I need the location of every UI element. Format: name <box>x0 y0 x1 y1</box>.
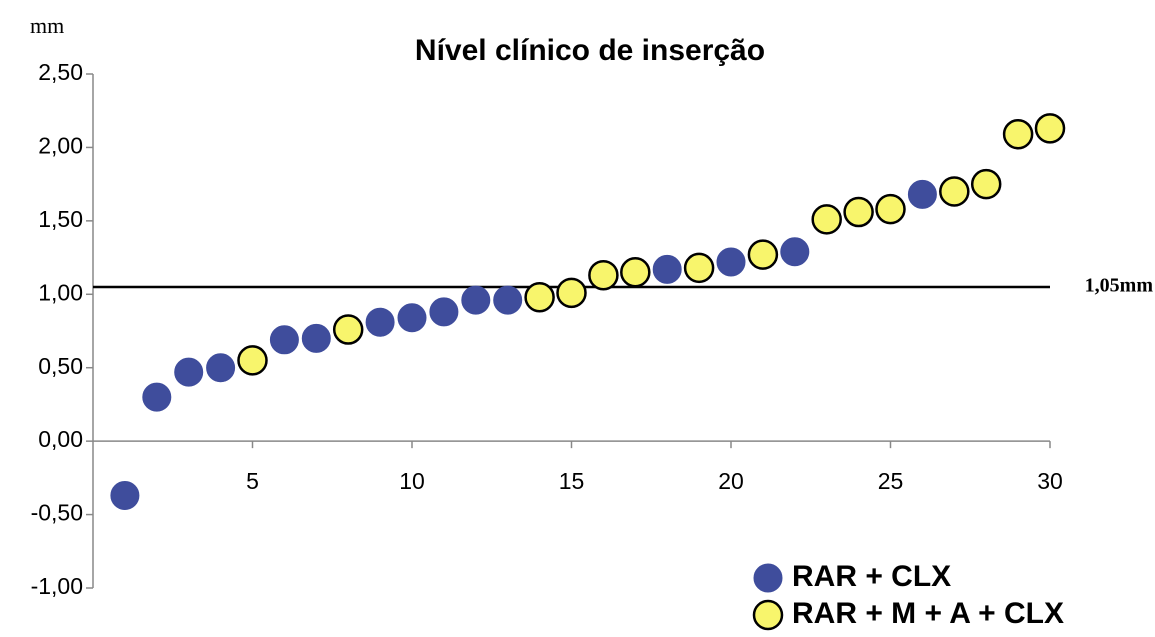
point <box>493 285 523 315</box>
legend-label: RAR + CLX <box>792 560 951 593</box>
point <box>716 247 746 277</box>
point <box>269 325 299 355</box>
point <box>237 345 268 376</box>
point <box>524 281 555 313</box>
point <box>747 239 779 270</box>
y-tick-label: 1,50 <box>38 206 83 232</box>
y-tick-label: 2,50 <box>38 59 83 85</box>
x-tick-label: 15 <box>559 468 585 494</box>
y-tick-label: 0,50 <box>38 353 83 379</box>
point <box>939 176 970 207</box>
x-tick-label: 25 <box>878 468 904 494</box>
y-tick-label: -0,50 <box>31 500 83 526</box>
point <box>1002 118 1034 150</box>
point <box>301 323 331 353</box>
x-tick-label: 30 <box>1037 468 1063 494</box>
point <box>142 382 172 412</box>
point <box>970 168 1002 200</box>
point <box>110 480 140 510</box>
point <box>556 277 587 309</box>
point <box>683 252 715 284</box>
point <box>206 353 236 383</box>
y-axis-label: mm <box>30 13 64 38</box>
point <box>1034 113 1066 144</box>
point <box>811 204 842 235</box>
legend-marker <box>752 599 784 631</box>
point <box>461 285 491 315</box>
y-tick-label: 0,00 <box>38 426 83 452</box>
x-tick-label: 5 <box>246 468 259 494</box>
point <box>875 193 906 225</box>
y-tick-label: 1,00 <box>38 279 83 305</box>
x-tick-label: 20 <box>718 468 744 494</box>
chart-title: Nível clínico de inserção <box>415 34 765 67</box>
y-tick-label: -1,00 <box>31 573 83 599</box>
point <box>588 259 619 291</box>
point <box>397 303 427 333</box>
legend-label: RAR + M + A + CLX <box>792 597 1064 630</box>
point <box>332 314 364 345</box>
point <box>907 179 937 209</box>
point <box>652 254 682 284</box>
y-tick-label: 2,00 <box>38 133 83 159</box>
point <box>780 237 810 267</box>
point <box>365 307 395 337</box>
legend-marker <box>753 563 783 593</box>
point <box>843 196 874 228</box>
point <box>174 357 204 387</box>
point <box>620 257 651 288</box>
reference-label: 1,05mm <box>1085 275 1154 297</box>
point <box>429 297 459 327</box>
x-tick-label: 10 <box>399 468 425 494</box>
